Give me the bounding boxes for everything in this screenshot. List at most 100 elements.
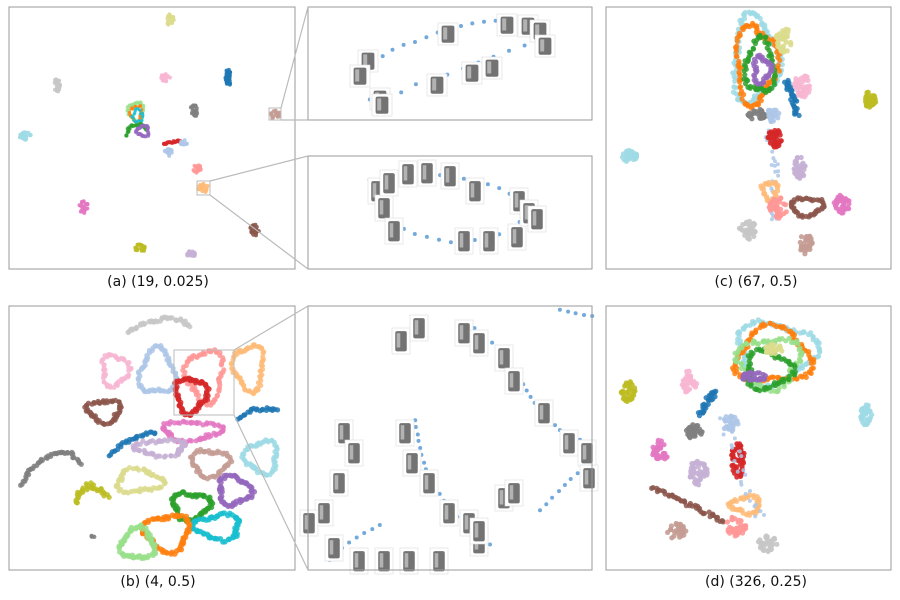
- cluster-lightorange: [260, 350, 266, 356]
- cluster-khaki: [160, 477, 166, 483]
- thumbnail-highlight: [404, 553, 409, 568]
- cluster-lightblue: [721, 417, 726, 422]
- cluster-lavender: [172, 453, 178, 459]
- bottle-thumbnail: [469, 517, 489, 545]
- cluster-lightblue: [772, 163, 777, 168]
- thumbnail-highlight: [396, 333, 401, 348]
- cluster-orange: [756, 96, 763, 102]
- cluster-red: [730, 467, 736, 473]
- cluster-green: [742, 72, 748, 78]
- cluster-lightgray: [746, 236, 753, 242]
- thumbnail-highlight: [470, 183, 475, 198]
- cluster-orange: [806, 352, 812, 358]
- cluster-green: [791, 371, 797, 377]
- cluster-brown: [116, 406, 122, 412]
- cluster-lightcyan: [626, 147, 632, 154]
- cluster-lightcyan: [730, 70, 736, 76]
- cluster-khaki: [779, 348, 785, 354]
- cluster-orange: [808, 360, 815, 366]
- bottle-thumbnail: [344, 439, 364, 467]
- cluster-lightmagenta: [168, 75, 172, 80]
- zoom-connector-line: [209, 194, 309, 270]
- cluster-rosybrown: [273, 109, 278, 114]
- bottle-thumbnail: [402, 449, 422, 477]
- thumbnail-highlight: [355, 69, 360, 82]
- cluster-lightorange: [246, 388, 253, 394]
- cluster-purple: [740, 376, 746, 382]
- trajectory-dot: [401, 42, 406, 47]
- cluster-lightcyan: [731, 84, 737, 90]
- thumbnail-highlight: [464, 515, 469, 530]
- thumbnail-highlight: [523, 19, 528, 32]
- cluster-olive: [75, 489, 81, 495]
- cluster-gray: [65, 450, 71, 456]
- cluster-pink: [735, 530, 742, 536]
- bottle-thumbnail: [534, 399, 554, 427]
- thumbnail-highlight: [339, 425, 344, 440]
- cluster-lightblue: [769, 217, 774, 222]
- cluster-olive: [622, 383, 628, 389]
- cluster-rosybrown: [669, 535, 675, 541]
- cluster-pink: [218, 370, 224, 377]
- cluster-purple: [141, 123, 146, 128]
- panel-b-caption: (b) (4, 0.5): [120, 574, 196, 590]
- cluster-lightgreen: [798, 352, 805, 358]
- cluster-purple: [757, 375, 763, 382]
- cluster-olive: [864, 96, 870, 102]
- panel-d-caption: (d) (326, 0.25): [705, 574, 807, 590]
- cluster-lightblue: [743, 472, 748, 477]
- cluster-lavender: [704, 469, 710, 476]
- cluster-blue: [275, 407, 281, 413]
- cluster-olive: [626, 381, 632, 387]
- thumbnail-highlight: [564, 435, 569, 450]
- cluster-green: [747, 50, 754, 56]
- cluster-lightcyan: [741, 354, 747, 361]
- trajectory-dot: [448, 240, 453, 245]
- trajectory-dot: [488, 542, 492, 547]
- cluster-lightblue: [179, 142, 184, 146]
- thumbnail-highlight: [502, 18, 507, 31]
- cluster-orange: [736, 58, 742, 64]
- cluster-gray: [193, 103, 198, 108]
- cluster-lightcyan: [21, 134, 26, 139]
- chess-thumbnail: [479, 227, 499, 255]
- trajectory-dot: [497, 186, 502, 191]
- cluster-lightblue: [169, 150, 174, 155]
- cluster-lightgray: [740, 222, 746, 228]
- cluster-lightblue: [166, 151, 171, 156]
- cluster-red: [740, 458, 746, 464]
- cluster-magenta: [193, 438, 199, 444]
- cluster-green: [792, 364, 798, 370]
- thumbnail-highlight: [514, 193, 519, 208]
- cluster-pink: [729, 517, 735, 523]
- cluster-green: [758, 34, 764, 41]
- cluster-lightblue: [737, 449, 742, 454]
- cluster-orange: [745, 23, 751, 29]
- cluster-lightorange: [229, 365, 235, 371]
- cluster-lavender: [792, 161, 798, 167]
- cluster-pink: [783, 202, 789, 208]
- cluster-khaki: [777, 31, 783, 37]
- bottle-thumbnail: [391, 327, 411, 355]
- cluster-orange: [179, 512, 185, 519]
- trajectory-dot: [544, 502, 549, 507]
- thumbnail-highlight: [459, 233, 464, 248]
- cluster-olive: [627, 397, 633, 403]
- cluster-lightblue: [718, 416, 723, 421]
- cluster-blue: [226, 76, 231, 81]
- cluster-lightgreen: [757, 381, 763, 388]
- trajectory-dot: [575, 471, 580, 476]
- cluster-orange: [739, 96, 745, 102]
- cluster-lavender: [800, 160, 806, 166]
- cluster-lightblue: [771, 156, 776, 161]
- panel-c-caption: (c) (67, 0.5): [714, 274, 798, 290]
- cluster-lightgray: [736, 225, 743, 231]
- thumbnail-highlight: [329, 540, 334, 555]
- cluster-magenta: [184, 420, 190, 426]
- cluster-lightcyan: [742, 323, 749, 329]
- cluster-rosybrown: [268, 111, 273, 116]
- cluster-lightblue: [735, 469, 740, 474]
- thumbnail-highlight: [444, 505, 449, 520]
- trajectory-dot: [422, 460, 427, 465]
- cluster-red: [771, 144, 777, 150]
